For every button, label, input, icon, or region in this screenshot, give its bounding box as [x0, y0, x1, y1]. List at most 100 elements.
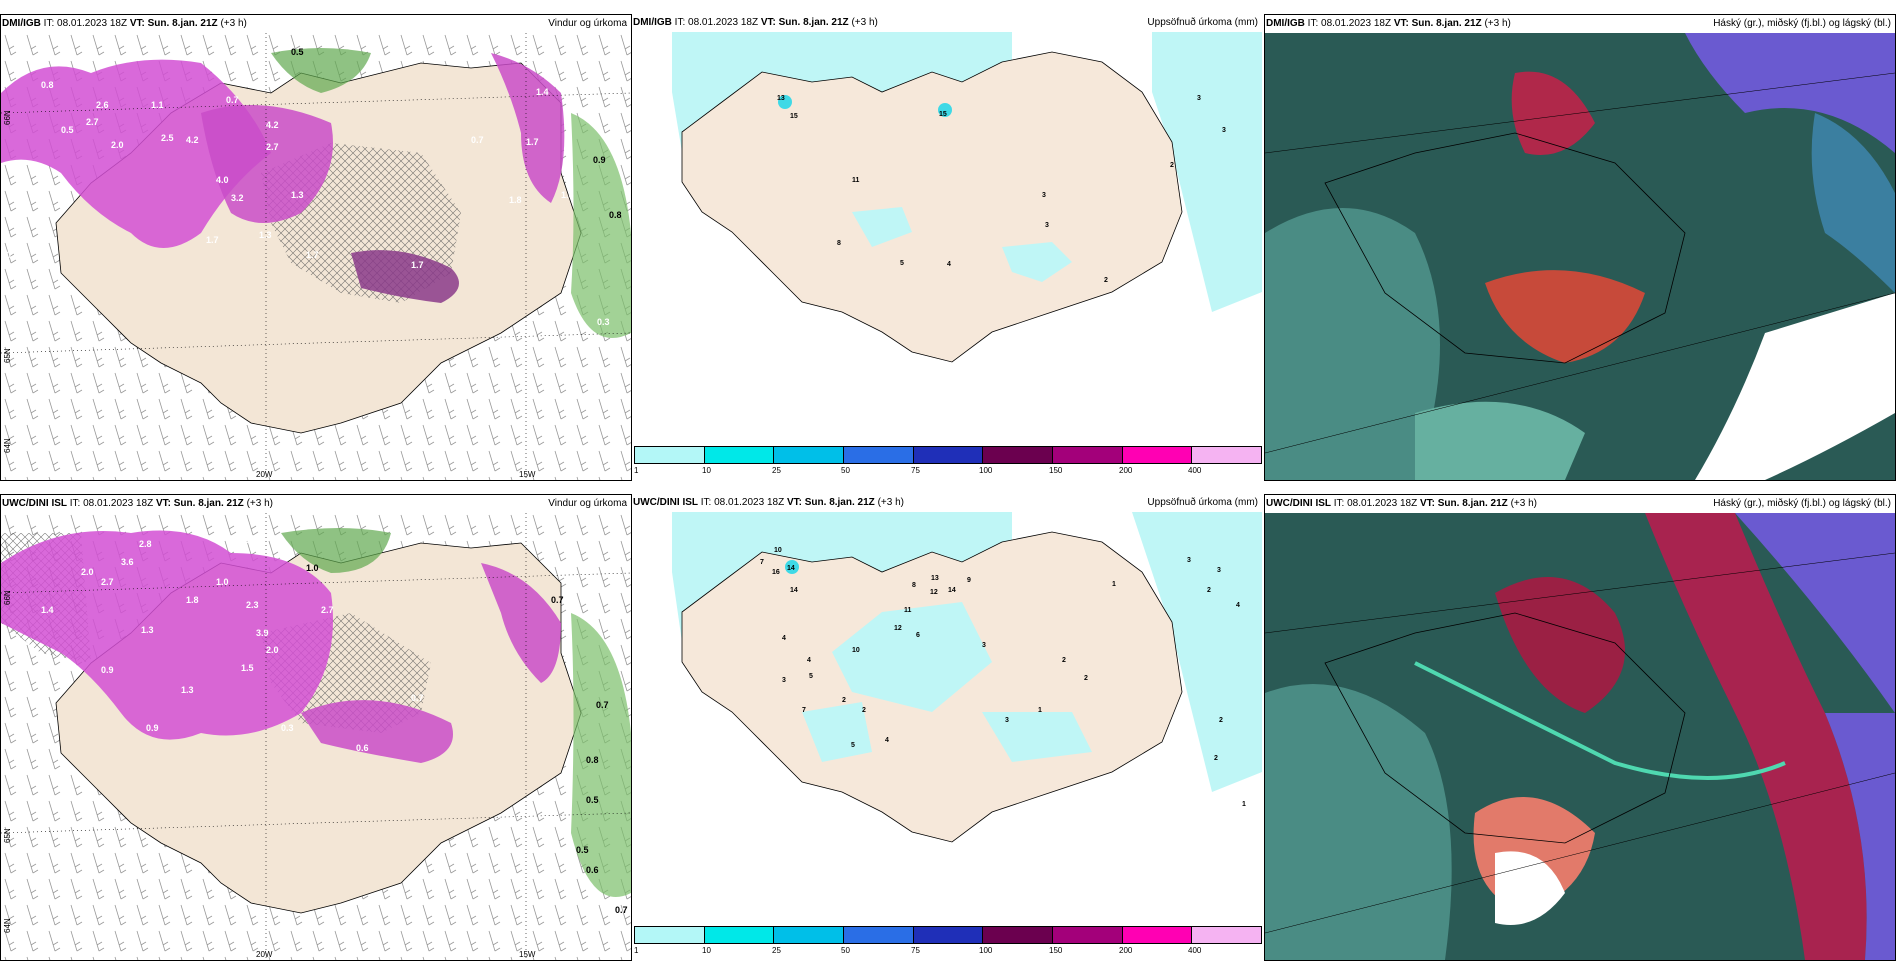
- cyan-patch-mid: [852, 207, 912, 247]
- amount-label: 3: [1045, 222, 1049, 229]
- colorbar-tick: 75: [911, 466, 920, 475]
- amount-label: 14: [790, 587, 798, 594]
- lat-label-66n: 66N: [3, 590, 12, 605]
- colorbar-tick: 50: [841, 466, 850, 475]
- amount-label: 2.5: [161, 133, 174, 143]
- amount-label: 1.6: [561, 190, 574, 200]
- panel-title: Uppsöfnuð úrkoma (mm): [1147, 497, 1258, 508]
- wind-map-svg: 0.4 2.8 3.6 2.7 2.0 1.8 1.3 1.0 1.0 2.3 …: [1, 513, 631, 960]
- amount-label: 2.3: [246, 600, 259, 610]
- colorbar-bin: [774, 927, 845, 943]
- amount-label: 0.5: [576, 845, 589, 855]
- colorbar-tick: 75: [911, 946, 920, 955]
- model-name: DMI/IGB: [2, 18, 41, 29]
- amount-label: 2.0: [81, 567, 94, 577]
- amount-label: 0.5: [6, 250, 19, 260]
- valid-label: VT:: [1419, 498, 1435, 509]
- valid-time: Sun. 8.jan. 21Z: [1437, 498, 1508, 509]
- amount-label: 10: [774, 547, 782, 554]
- amount-label: 2: [1062, 657, 1066, 664]
- colorbar-bin: [1053, 927, 1123, 943]
- green-north: [271, 48, 371, 93]
- colorbar-tick: 1: [634, 466, 639, 475]
- colorbar-bin: [844, 447, 914, 463]
- colorbar-tick: 1: [634, 946, 639, 955]
- colorbar-tick: 25: [772, 946, 781, 955]
- amount-label: 4.2: [186, 135, 199, 145]
- lat-label-65n: 65N: [3, 348, 12, 363]
- amount-label: 0.7: [615, 905, 628, 915]
- precip-amount-labels: 0.4 2.8 3.6 2.7 2.0 1.8 1.3 1.0 1.0 2.3 …: [41, 535, 628, 915]
- amount-label: 3: [782, 677, 786, 684]
- model-name: UWC/DINI ISL: [2, 498, 67, 509]
- precip-amount-labels: 0.5 0.8 2.6 2.7 2.0 1.1 0.7 2.5 2.7 4.2 …: [6, 47, 622, 327]
- colorbar-tick: 150: [1049, 466, 1063, 475]
- amount-label: 1.3: [291, 190, 304, 200]
- valid-time: Sun. 8.jan. 21Z: [173, 498, 244, 509]
- init-time: IT: 08.01.2023 18Z: [700, 497, 785, 508]
- colorbar-tick: 100: [979, 946, 993, 955]
- amount-label: 14: [787, 565, 795, 572]
- amount-label: 14: [948, 587, 956, 594]
- panel-title: Vindur og úrkoma: [548, 18, 627, 29]
- amount-label: 3: [982, 642, 986, 649]
- amount-label: 2: [1214, 755, 1218, 762]
- valid-time: Sun. 8.jan. 21Z: [1411, 18, 1482, 29]
- precip-band-nw: [1, 59, 271, 249]
- colorbar: [634, 446, 1262, 464]
- colorbar-tick: 10: [702, 946, 711, 955]
- precip-map: 10 7 16 14 14 8 13 12 14 11 12 9 4 10 6 …: [632, 512, 1262, 959]
- model-name: DMI/IGB: [1266, 18, 1305, 29]
- amount-label: 1.0: [306, 563, 319, 573]
- panel-uwc-precip: UWC/DINI ISL IT: 08.01.2023 18Z VT: Sun.…: [632, 494, 1262, 959]
- wind-map: 0.5 0.8 2.6 2.7 2.0 1.1 0.7 2.5 2.7 4.2 …: [1, 33, 631, 480]
- colorbar-bin: [635, 447, 705, 463]
- lon-label-15w: 15W: [519, 470, 536, 479]
- amount-label: 15: [790, 113, 798, 120]
- amount-label: 2: [842, 697, 846, 704]
- precip-map-svg: 10 7 16 14 14 8 13 12 14 11 12 9 4 10 6 …: [632, 512, 1262, 908]
- amount-label: 2.6: [96, 100, 109, 110]
- colorbar-tick: 200: [1119, 946, 1133, 955]
- colorbar-tick: 10: [702, 466, 711, 475]
- init-time: IT: 08.01.2023 18Z: [43, 18, 128, 29]
- colorbar-bin: [1192, 447, 1262, 463]
- amount-label: 0.7: [411, 693, 424, 703]
- cloud-map: [1265, 33, 1895, 480]
- colorbar-tick: 150: [1049, 946, 1063, 955]
- panel-dmi-cloud: DMI/IGB IT: 08.01.2023 18Z VT: Sun. 8.ja…: [1264, 14, 1896, 481]
- amount-label: 2.0: [266, 645, 279, 655]
- amount-label: 0.7: [226, 95, 239, 105]
- lead-time: (+3 h): [1510, 498, 1537, 509]
- amount-label: 0.5: [291, 47, 304, 57]
- valid-time: Sun. 8.jan. 21Z: [804, 497, 875, 508]
- precip-map-svg: 13 15 15 11 8 3 3 5 4 3 3 2 2: [632, 32, 1262, 428]
- cloud-map-svg: [1265, 513, 1895, 960]
- amount-label: 2: [1207, 587, 1211, 594]
- colorbar-bin: [704, 927, 775, 943]
- amount-label: 0.8: [609, 210, 622, 220]
- cloud-map: [1265, 513, 1895, 960]
- amount-label: 4: [947, 261, 951, 268]
- amount-label: 1.3: [141, 625, 154, 635]
- precip-band-s: [351, 250, 459, 303]
- amount-label: 2: [1084, 675, 1088, 682]
- colorbar-tick: 200: [1119, 466, 1133, 475]
- init-time: IT: 08.01.2023 18Z: [69, 498, 154, 509]
- amount-label: 12: [930, 589, 938, 596]
- amount-label: 0.9: [146, 723, 159, 733]
- amount-label: 3.2: [231, 193, 244, 203]
- amount-label: 16: [772, 569, 780, 576]
- amount-label: 8: [912, 582, 916, 589]
- amount-label: 3.9: [256, 628, 269, 638]
- wind-map-svg: 0.5 0.8 2.6 2.7 2.0 1.1 0.7 2.5 2.7 4.2 …: [1, 33, 631, 480]
- colorbar-tick: 400: [1188, 466, 1202, 475]
- cyan-field-east: [1152, 32, 1262, 312]
- colorbar-bin: [1122, 927, 1193, 943]
- init-time: IT: 08.01.2023 18Z: [1307, 18, 1392, 29]
- amount-label: 2.7: [266, 142, 279, 152]
- lon-label-20w: 20W: [256, 950, 273, 959]
- amount-label: 4.0: [216, 175, 229, 185]
- lat-label-64n: 64N: [3, 918, 12, 933]
- amount-label: 2: [862, 707, 866, 714]
